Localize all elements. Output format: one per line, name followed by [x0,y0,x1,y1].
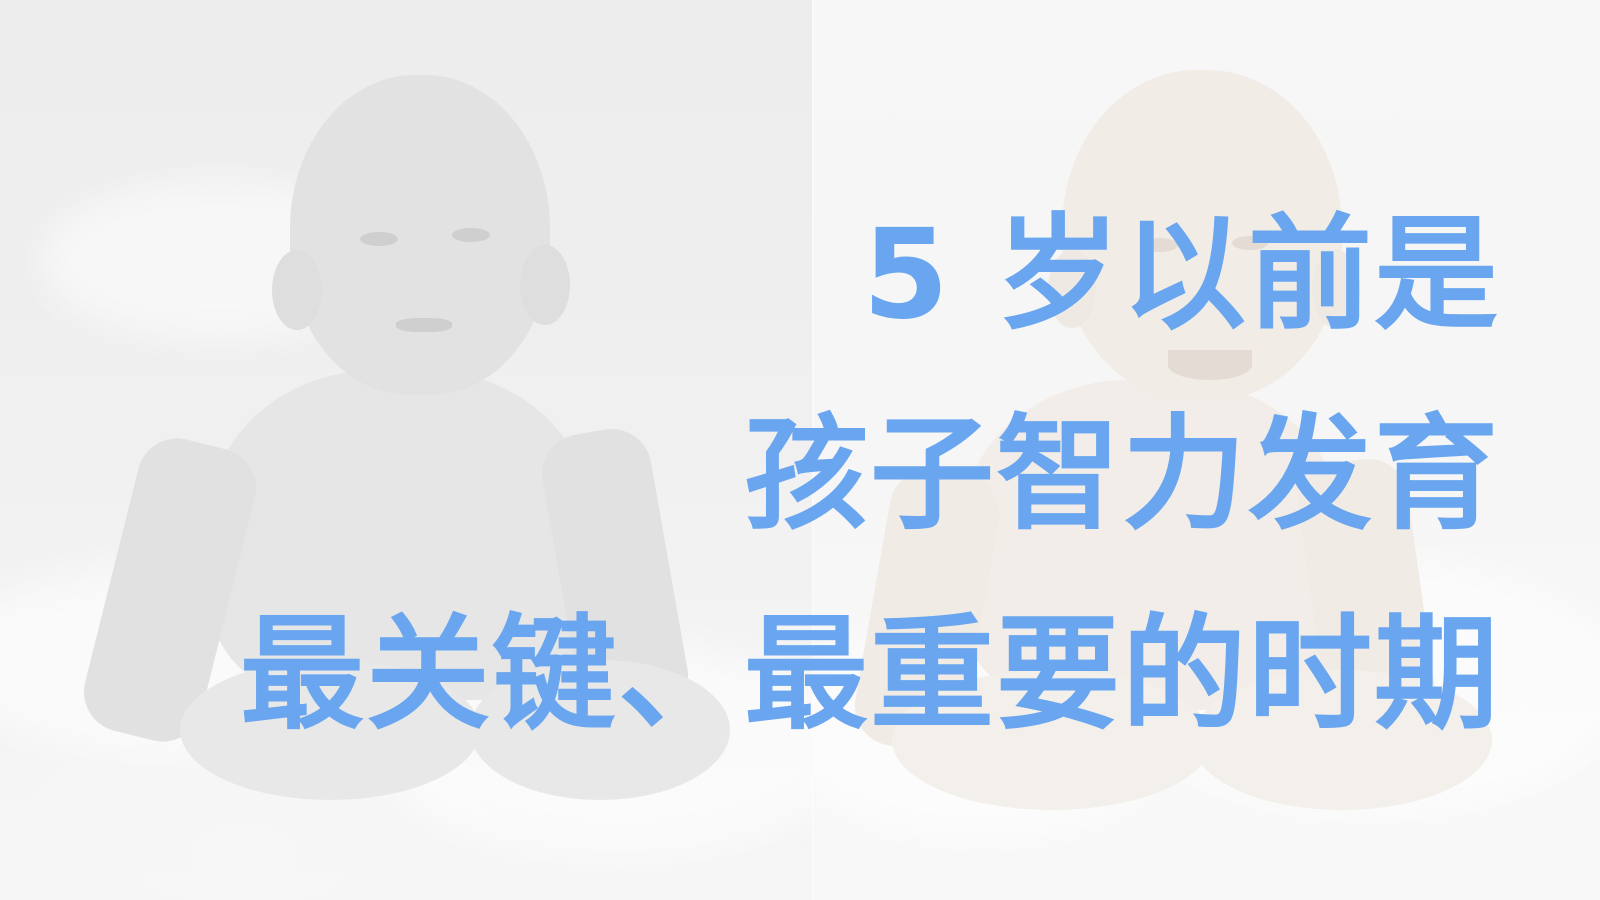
headline-line-3: 最关键、最重要的时期 [239,603,1500,747]
photo-divider [812,0,814,900]
headline-line-1: 5 岁以前是 [862,203,1500,347]
headline: 5 岁以前是 孩子智力发育 最关键、最重要的时期 [100,175,1500,775]
baby-photo-right [812,0,1600,900]
baby-photo-left [0,0,812,900]
headline-line-2: 孩子智力发育 [743,403,1500,547]
